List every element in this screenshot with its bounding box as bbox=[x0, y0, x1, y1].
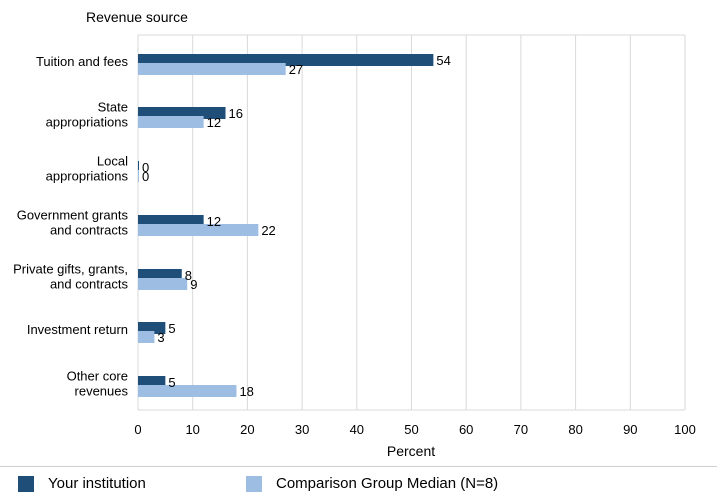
legend-item-your-institution: Your institution bbox=[18, 475, 146, 492]
value-label-your-institution-0: 54 bbox=[436, 53, 450, 68]
category-label: Investment return bbox=[27, 322, 128, 337]
bar-comparison-0 bbox=[138, 63, 286, 75]
value-label-comparison-4: 9 bbox=[190, 277, 197, 292]
bar-comparison-3 bbox=[138, 224, 259, 236]
value-label-your-institution-1: 16 bbox=[229, 106, 243, 121]
x-tick-label: 40 bbox=[350, 422, 364, 437]
bar-comparison-6 bbox=[138, 385, 237, 397]
legend: Your institution Comparison Group Median… bbox=[0, 466, 717, 496]
bar-your-institution-2 bbox=[138, 161, 139, 173]
bars bbox=[138, 54, 434, 397]
bar-comparison-5 bbox=[138, 331, 155, 343]
chart-title: Revenue source bbox=[86, 9, 188, 25]
gridlines bbox=[137, 34, 686, 411]
legend-item-comparison-group: Comparison Group Median (N=8) bbox=[246, 475, 498, 492]
bar-comparison-4 bbox=[138, 278, 188, 290]
x-tick-label: 90 bbox=[623, 422, 637, 437]
value-label-comparison-1: 12 bbox=[207, 115, 221, 130]
legend-label-comparison-group: Comparison Group Median (N=8) bbox=[276, 475, 499, 492]
x-tick-label: 70 bbox=[514, 422, 528, 437]
x-tick-label: 60 bbox=[459, 422, 473, 437]
value-label-your-institution-3: 12 bbox=[207, 214, 221, 229]
x-tick-label: 100 bbox=[674, 422, 696, 437]
bar-comparison-2 bbox=[138, 170, 139, 182]
x-tick-label: 80 bbox=[568, 422, 582, 437]
value-label-comparison-0: 27 bbox=[289, 62, 303, 77]
legend-swatch-comparison-group bbox=[246, 475, 262, 492]
category-label: and contracts bbox=[50, 277, 129, 292]
x-tick-label: 0 bbox=[134, 422, 141, 437]
legend-swatch-your-institution bbox=[18, 475, 34, 492]
value-label-comparison-5: 3 bbox=[157, 330, 164, 345]
category-label: Other core bbox=[67, 369, 128, 384]
chart: Revenue source 0 10 20 30 40 50 60 70 80 90 100Tui… bbox=[13, 9, 696, 459]
category-label: Tuition and fees bbox=[36, 54, 129, 69]
category-label: Local bbox=[97, 154, 128, 169]
value-label-your-institution-5: 5 bbox=[168, 321, 175, 336]
legend-label-your-institution: Your institution bbox=[48, 475, 146, 492]
category-label: Government grants bbox=[17, 208, 129, 223]
value-label-your-institution-6: 5 bbox=[168, 375, 175, 390]
x-tick-label: 20 bbox=[240, 422, 254, 437]
value-label-your-institution-4: 8 bbox=[185, 268, 192, 283]
x-axis-title: Percent bbox=[387, 443, 435, 459]
category-label: State bbox=[98, 100, 128, 115]
value-label-your-institution-2: 0 bbox=[142, 160, 149, 175]
category-label: and contracts bbox=[50, 223, 129, 238]
value-label-comparison-2: 0 bbox=[142, 169, 149, 184]
category-label: appropriations bbox=[46, 169, 129, 184]
bar-comparison-1 bbox=[138, 116, 204, 128]
value-label-comparison-3: 22 bbox=[261, 223, 275, 238]
category-label: revenues bbox=[75, 384, 129, 399]
x-tick-label: 50 bbox=[404, 422, 418, 437]
x-tick-label: 10 bbox=[185, 422, 199, 437]
value-label-comparison-6: 18 bbox=[239, 384, 253, 399]
x-tick-label: 30 bbox=[295, 422, 309, 437]
category-label: Private gifts, grants, bbox=[13, 262, 128, 277]
category-label: appropriations bbox=[46, 115, 129, 130]
